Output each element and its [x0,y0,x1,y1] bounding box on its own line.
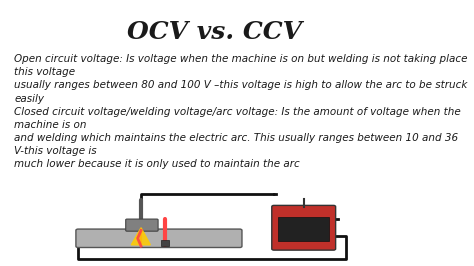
FancyBboxPatch shape [126,219,158,231]
FancyBboxPatch shape [76,229,242,247]
FancyBboxPatch shape [272,205,336,250]
Text: Closed circuit voltage/welding voltage/arc voltage: Is the amount of voltage whe: Closed circuit voltage/welding voltage/a… [14,107,461,169]
Text: Open circuit voltage: Is voltage when the machine is on but welding is not takin: Open circuit voltage: Is voltage when th… [14,54,468,104]
Text: OCV vs. CCV: OCV vs. CCV [127,20,302,44]
Bar [278,217,329,241]
Bar [161,240,169,246]
Polygon shape [131,228,150,245]
